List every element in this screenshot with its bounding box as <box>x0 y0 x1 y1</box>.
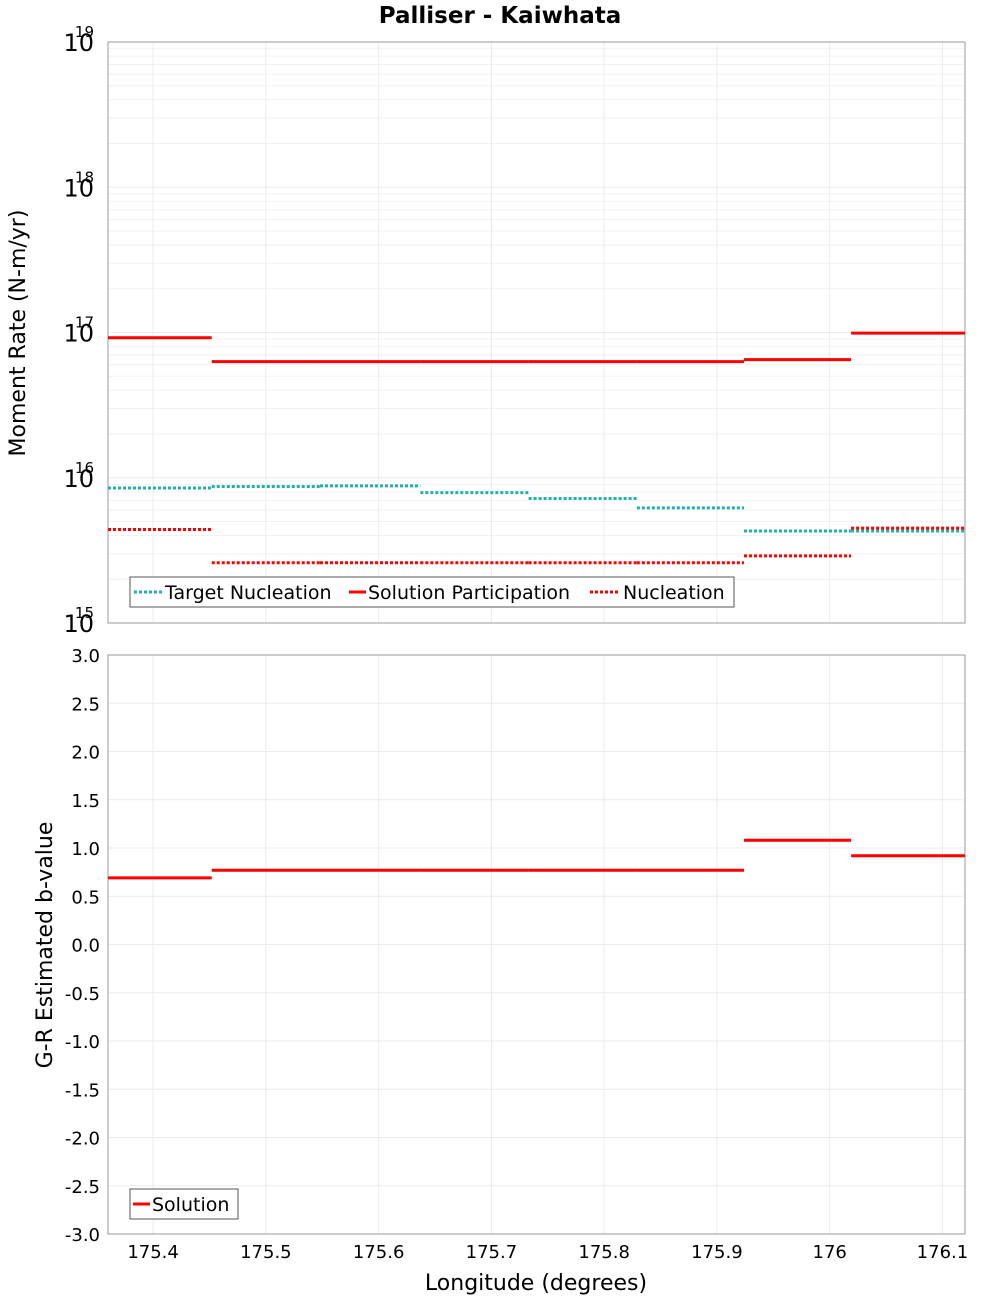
x-axis-label: Longitude (degrees) <box>425 1271 647 1296</box>
top-series-group <box>108 331 965 565</box>
legend-label-nucleation: Nucleation <box>623 582 725 604</box>
bottom-y-tick-label: 2.0 <box>71 743 100 764</box>
x-tick-label: 175.5 <box>240 1242 292 1263</box>
top-y-tick-exponent: 17 <box>75 314 94 332</box>
bottom-x-ticks: 175.4 175.5 175.6 175.7 175.8 175.9 176 176.1 <box>127 1242 968 1263</box>
top-y-tick-base: 10 <box>63 29 94 57</box>
top-y-tick-exponent: 16 <box>75 459 94 477</box>
bottom-y-tick-label: -3.0 <box>65 1225 100 1246</box>
top-y-axis-label: Moment Rate (N-m/yr) <box>6 210 31 457</box>
top-y-tick-exponent: 19 <box>75 23 94 41</box>
top-y-tick-base: 10 <box>63 320 94 348</box>
bottom-y-tick-label: -2.0 <box>65 1129 100 1150</box>
x-tick-label: 176 <box>813 1242 847 1263</box>
top-y-tick-base: 10 <box>63 174 94 202</box>
x-tick-label: 175.9 <box>691 1242 743 1263</box>
x-tick-label: 175.8 <box>578 1242 630 1263</box>
bottom-y-tick-label: 1.0 <box>71 839 100 860</box>
bottom-y-tick-label: -2.5 <box>65 1177 100 1198</box>
bottom-series-group <box>108 838 965 880</box>
x-tick-label: 175.7 <box>466 1242 518 1263</box>
bottom-y-tick-label: -1.0 <box>65 1032 100 1053</box>
bottom-y-ticks: -3.0 -2.5 -2.0 -1.5 -1.0 -0.5 0.0 0.5 1.0 1.5 2.0 2… <box>65 646 100 1246</box>
top-y-tick-base: 10 <box>63 465 94 493</box>
bottom-plot-frame <box>107 654 966 1235</box>
bottom-y-tick-label: -1.5 <box>65 1080 100 1101</box>
top-legend: Target Nucleation Solution Participation… <box>129 576 735 608</box>
top-y-tick-exponent: 18 <box>75 168 94 186</box>
chart-title: Palliser - Kaiwhata <box>379 3 622 29</box>
bottom-y-axis-label: G-R Estimated b-value <box>33 822 58 1069</box>
bottom-gridlines <box>108 654 965 1235</box>
b-value-panel: -3.0 -2.5 -2.0 -1.5 -1.0 -0.5 0.0 0.5 1.0 1.5 2.0 2… <box>33 646 968 1296</box>
bottom-y-tick-label: 1.5 <box>71 791 100 812</box>
bottom-legend: Solution <box>129 1188 239 1220</box>
top-y-tick-exponent: 15 <box>75 604 94 622</box>
legend-label-solution: Solution <box>152 1194 229 1216</box>
x-tick-label: 175.6 <box>353 1242 405 1263</box>
top-y-tick-base: 10 <box>63 610 94 638</box>
bottom-y-tick-label: 2.5 <box>71 694 100 715</box>
legend-label-target-nucleation: Target Nucleation <box>164 582 332 604</box>
bottom-y-tick-label: 0.5 <box>71 887 100 908</box>
x-tick-label: 176.1 <box>917 1242 969 1263</box>
x-tick-label: 175.4 <box>127 1242 179 1263</box>
legend-label-solution-participation: Solution Participation <box>368 582 570 604</box>
top-gridlines <box>108 41 965 624</box>
bottom-y-tick-label: -0.5 <box>65 984 100 1005</box>
top-legend-box <box>129 576 735 608</box>
bottom-y-tick-label: 0.0 <box>71 936 100 957</box>
bottom-y-tick-label: 3.0 <box>71 646 100 667</box>
